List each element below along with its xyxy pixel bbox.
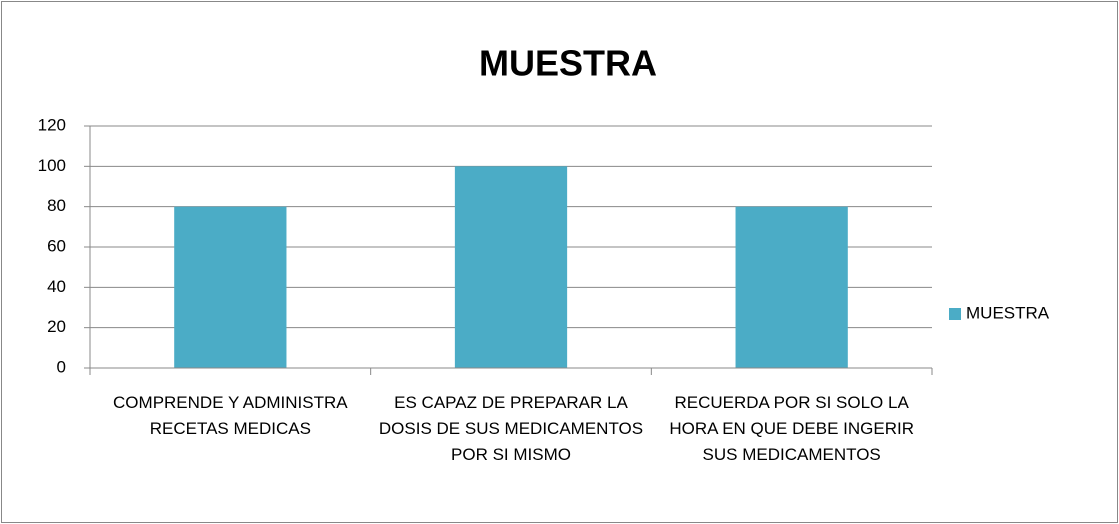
y-tick-label: 20 — [47, 317, 66, 336]
bar — [454, 166, 568, 368]
y-tick-label: 100 — [38, 156, 66, 175]
x-tick-label: ES CAPAZ DE PREPARAR LA DOSIS DE SUS MED… — [378, 393, 644, 464]
y-tick-label: 60 — [47, 236, 66, 255]
bar — [735, 206, 848, 368]
y-tick-label: 0 — [57, 357, 66, 376]
y-tick-label: 80 — [47, 196, 66, 215]
bar — [174, 206, 287, 368]
chart-title: MUESTRA — [479, 43, 657, 84]
y-tick-label: 40 — [47, 277, 66, 296]
legend-swatch — [949, 308, 961, 320]
y-tick-label: 120 — [38, 115, 66, 134]
x-tick-label: COMPRENDE Y ADMINISTRA RECETAS MEDICAS — [113, 393, 348, 438]
legend-label: MUESTRA — [966, 303, 1050, 322]
x-tick-label: RECUERDA POR SI SOLO LA HORA EN QUE DEBE… — [669, 393, 914, 464]
